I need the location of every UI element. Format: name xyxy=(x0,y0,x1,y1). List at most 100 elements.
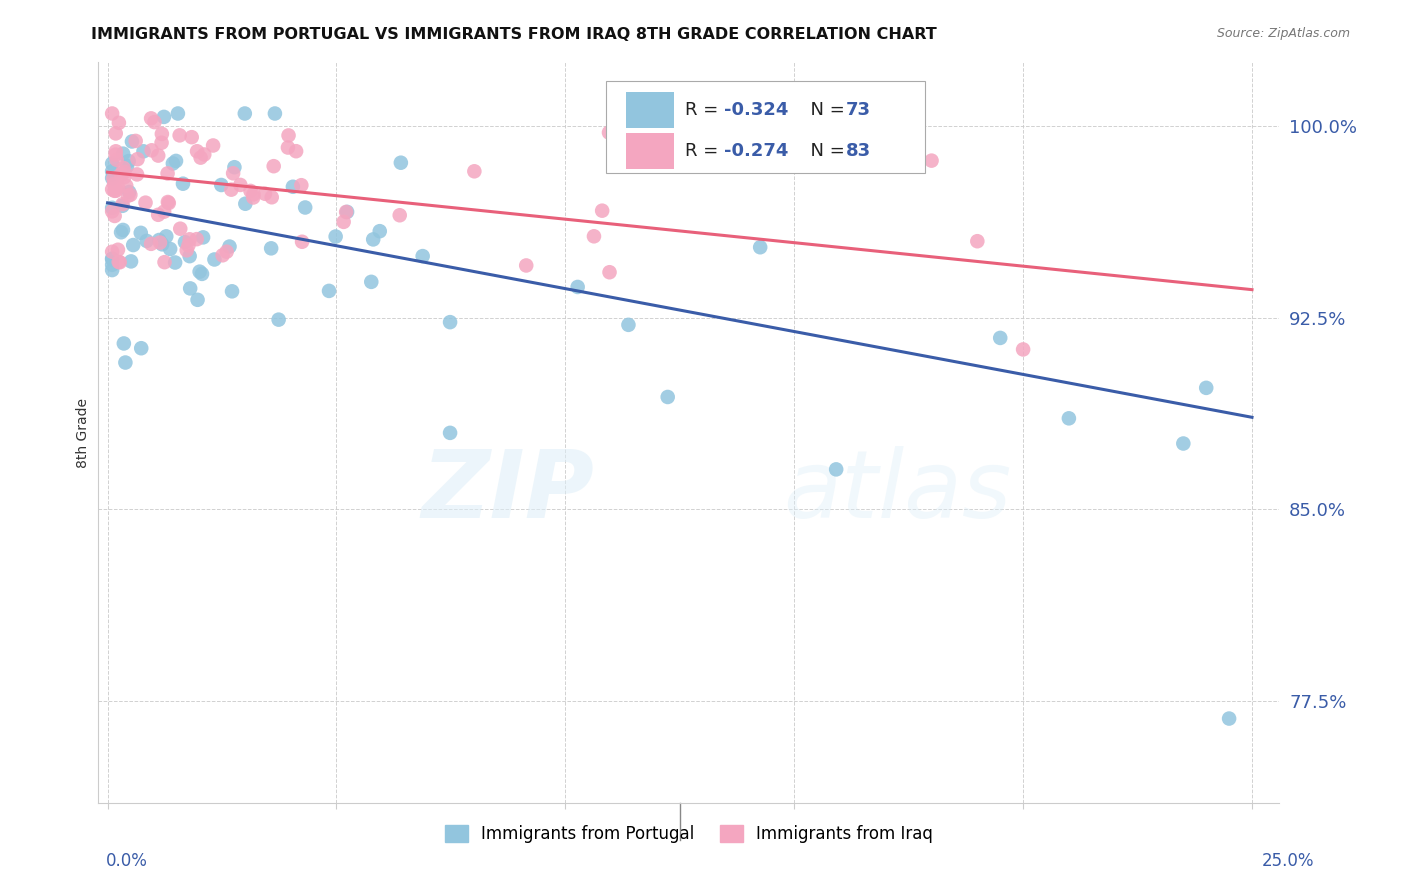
Point xyxy=(412,249,434,263)
Point xyxy=(108,116,131,130)
Point xyxy=(209,178,232,192)
Point xyxy=(1195,381,1218,395)
Point xyxy=(107,243,129,257)
Point xyxy=(150,237,173,252)
Point xyxy=(224,160,246,174)
Point xyxy=(221,285,243,299)
FancyBboxPatch shape xyxy=(626,93,673,128)
Text: ZIP: ZIP xyxy=(422,446,595,538)
Point xyxy=(118,185,141,199)
Point xyxy=(239,184,262,198)
Point xyxy=(156,194,179,209)
Point xyxy=(190,151,212,165)
Point xyxy=(115,159,138,173)
Point xyxy=(155,229,177,244)
Point xyxy=(361,232,384,246)
Point xyxy=(101,164,124,178)
Point xyxy=(153,110,176,124)
Point xyxy=(139,236,162,251)
Point xyxy=(150,127,173,141)
Point xyxy=(104,184,127,198)
Point xyxy=(253,186,276,201)
Point xyxy=(118,154,141,169)
Point xyxy=(179,281,201,295)
Point xyxy=(103,184,125,198)
Point xyxy=(101,106,124,120)
Point xyxy=(124,134,146,148)
Point xyxy=(148,148,170,162)
FancyBboxPatch shape xyxy=(626,133,673,169)
Point xyxy=(112,336,135,351)
Text: Source: ZipAtlas.com: Source: ZipAtlas.com xyxy=(1216,27,1350,40)
Point xyxy=(117,188,139,202)
Point xyxy=(277,140,299,154)
Point xyxy=(988,331,1011,345)
Point xyxy=(191,267,214,281)
Point xyxy=(325,229,347,244)
Point xyxy=(146,208,169,222)
Point xyxy=(1012,343,1035,357)
Text: 0.0%: 0.0% xyxy=(105,852,148,870)
Point xyxy=(141,144,163,158)
Point xyxy=(157,196,180,211)
Point xyxy=(277,128,299,143)
Point xyxy=(101,171,124,186)
Point xyxy=(204,252,226,267)
Point xyxy=(112,161,135,175)
Point xyxy=(187,293,209,307)
Point xyxy=(111,223,134,237)
Point xyxy=(825,462,848,476)
Point xyxy=(388,208,411,222)
Point xyxy=(360,275,382,289)
Point xyxy=(104,209,127,223)
Point xyxy=(103,171,125,186)
Point xyxy=(153,255,176,269)
Text: 83: 83 xyxy=(846,142,872,160)
Point xyxy=(617,318,640,332)
Text: -0.274: -0.274 xyxy=(724,142,789,160)
Point xyxy=(101,182,124,196)
Point xyxy=(101,156,124,170)
Point xyxy=(101,252,124,266)
Point xyxy=(335,205,357,219)
Point xyxy=(582,229,605,244)
Text: N =: N = xyxy=(799,101,851,120)
Point xyxy=(125,168,148,182)
Point xyxy=(132,145,155,159)
Point xyxy=(143,115,166,129)
Text: 25.0%: 25.0% xyxy=(1263,852,1315,870)
Point xyxy=(110,225,132,239)
Point xyxy=(332,215,354,229)
Point xyxy=(591,203,613,218)
Point xyxy=(165,153,187,168)
Point xyxy=(291,235,314,249)
Point xyxy=(921,153,943,168)
Point xyxy=(285,145,308,159)
Point xyxy=(191,230,214,244)
Point xyxy=(107,180,129,194)
Point xyxy=(174,235,197,249)
Point xyxy=(111,199,134,213)
Text: 73: 73 xyxy=(846,101,872,120)
Point xyxy=(193,147,215,161)
Point xyxy=(242,190,264,204)
Point xyxy=(104,145,127,159)
Point xyxy=(336,205,359,219)
Point xyxy=(165,255,187,269)
Point xyxy=(101,258,124,272)
Point xyxy=(135,195,157,210)
Y-axis label: 8th Grade: 8th Grade xyxy=(76,398,90,467)
Point xyxy=(129,341,152,355)
Point xyxy=(749,240,772,254)
Point xyxy=(368,224,391,238)
Point xyxy=(211,248,233,262)
Point xyxy=(114,355,136,369)
Point xyxy=(267,312,290,326)
Point xyxy=(242,187,264,202)
Point xyxy=(153,204,176,219)
Point xyxy=(105,153,128,167)
Point xyxy=(515,259,537,273)
Point xyxy=(169,221,191,235)
Point xyxy=(121,135,143,149)
Point xyxy=(188,265,211,279)
